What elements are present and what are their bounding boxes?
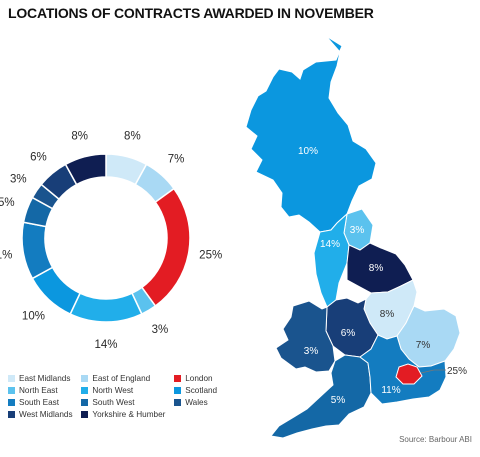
map-region-label: 11% — [381, 385, 400, 396]
legend-swatch — [174, 387, 182, 394]
legend-label: West Midlands — [19, 410, 73, 419]
map-region-label: 10% — [298, 146, 318, 157]
legend-item: South West — [81, 398, 166, 407]
legend-swatch — [174, 375, 182, 382]
legend-swatch — [8, 411, 15, 418]
map-region-north-west — [313, 212, 350, 308]
london-callout-leader — [420, 369, 446, 374]
legend-item: East Midlands — [8, 374, 73, 383]
map-region-label: 3% — [350, 225, 365, 236]
legend-swatch — [81, 387, 89, 394]
chart-title: LOCATIONS OF CONTRACTS AWARDED IN NOVEMB… — [8, 5, 374, 21]
legend-label: South West — [92, 398, 135, 407]
donut-data-label: 5% — [0, 197, 15, 209]
legend-label: London — [185, 374, 213, 383]
legend-item: Wales — [174, 398, 218, 407]
source-note: Source: Barbour ABI — [399, 435, 472, 444]
donut-data-label: 3% — [152, 324, 169, 336]
legend-label: East of England — [92, 374, 151, 383]
donut-data-label: 8% — [71, 130, 88, 142]
map-region-label: 3% — [304, 346, 319, 357]
donut-data-label: 10% — [22, 310, 45, 322]
legend-label: South East — [19, 398, 60, 407]
legend-swatch — [81, 375, 89, 382]
map-region-london — [395, 363, 423, 385]
donut-slice — [21, 221, 54, 280]
map-region-scotland — [245, 35, 377, 233]
legend-swatch — [8, 399, 15, 406]
map-region-label: 5% — [331, 395, 346, 406]
legend-label: North West — [92, 386, 134, 395]
map-label-group: 10% 3% 14% 8% 8% 6% 3% 7% 25% 11% 5% — [298, 146, 467, 406]
donut-slice — [140, 187, 191, 308]
legend-label: East Midlands — [19, 374, 71, 383]
donut-slice — [64, 153, 107, 186]
legend-item: Yorkshire & Humber — [81, 410, 166, 419]
map-region-label: 8% — [369, 263, 384, 274]
legend-label: Yorkshire & Humber — [92, 410, 166, 419]
legend-label: North East — [19, 386, 58, 395]
legend-swatch — [8, 387, 15, 394]
donut-data-label: 25% — [199, 250, 222, 262]
legend-item: North West — [81, 386, 166, 395]
legend-label: Wales — [185, 398, 208, 407]
legend-item: East of England — [81, 374, 166, 383]
legend-item: London — [174, 374, 218, 383]
map-region-west-midlands — [325, 297, 379, 358]
donut-label-group: 8%7%25%3%14%10%11%5%3%6%8% — [0, 130, 222, 351]
donut-chart — [21, 153, 191, 323]
chart-legend: East Midlands East of England London North … — [8, 374, 218, 419]
donut-data-label: 7% — [168, 153, 185, 165]
legend-swatch — [8, 375, 15, 382]
uk-regions-map: 10% 3% 14% 8% 8% 6% 3% 7% 25% 11% 5% — [245, 35, 467, 439]
map-region-label: 14% — [320, 239, 340, 250]
map-region-label: 25% — [447, 366, 467, 377]
legend-item: South East — [8, 398, 73, 407]
legend-label: Scotland — [185, 386, 218, 395]
legend-swatch — [174, 399, 182, 406]
donut-slice — [69, 292, 143, 323]
map-region-label: 6% — [341, 328, 356, 339]
legend-item: Scotland — [174, 386, 218, 395]
legend-item: North East — [8, 386, 73, 395]
legend-item: West Midlands — [8, 410, 73, 419]
map-region-label: 8% — [380, 309, 395, 320]
map-region-label: 7% — [416, 340, 431, 351]
donut-data-label: 8% — [124, 130, 141, 142]
map-region-wales — [275, 300, 336, 373]
donut-data-label: 11% — [0, 250, 12, 262]
donut-data-label: 6% — [30, 151, 47, 163]
legend-swatch — [81, 411, 89, 418]
legend-swatch — [81, 399, 89, 406]
donut-data-label: 3% — [10, 173, 27, 185]
donut-data-label: 14% — [94, 339, 117, 351]
